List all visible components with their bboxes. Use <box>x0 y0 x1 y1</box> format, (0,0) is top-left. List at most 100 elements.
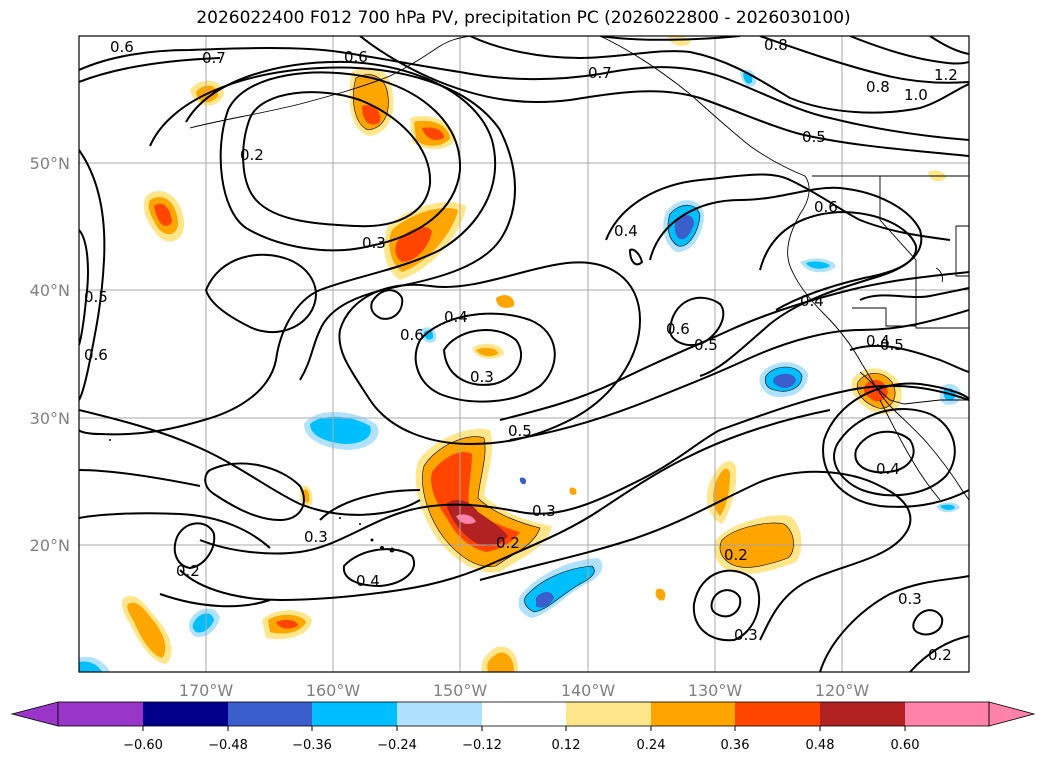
colorbar-segment <box>735 702 820 726</box>
contour-label: 0.3 <box>734 626 758 644</box>
pv-contour <box>79 60 497 436</box>
precip-blob <box>496 295 515 308</box>
contour-label: 0.3 <box>362 234 386 252</box>
colorbar-tick-label: 0.60 <box>891 738 920 753</box>
contour-label: 0.7 <box>588 64 612 82</box>
pv-contour <box>822 382 969 508</box>
pv-contour <box>443 328 522 386</box>
pv-contour <box>909 635 969 672</box>
colorbar-ticks <box>142 726 906 731</box>
outline <box>764 366 803 392</box>
pv-contour <box>219 71 462 252</box>
pv-contour <box>205 253 317 334</box>
colorbar-right-arrow <box>988 701 1036 727</box>
lat-tick-label: 20°N <box>30 536 70 555</box>
coastline <box>935 267 943 283</box>
colorbar-segment <box>143 702 228 726</box>
pv-contour <box>479 470 912 641</box>
contour-label: 0.5 <box>694 336 718 354</box>
precip-blob <box>127 602 166 658</box>
contour-label: 0.5 <box>880 336 904 354</box>
pv-contour <box>819 575 969 672</box>
pv-contour <box>414 312 556 403</box>
lon-tick-label: 120°W <box>815 681 870 700</box>
pv-contour <box>849 344 969 373</box>
shading-outlines <box>353 74 896 613</box>
pv-contour <box>605 173 951 241</box>
colorbar: −0.60 −0.48 −0.36 −0.24 −0.12 0.12 0.24 … <box>10 701 1036 753</box>
map-frame <box>78 35 970 673</box>
pv-contour <box>499 271 969 421</box>
coastlines <box>189 36 969 501</box>
pv-contour <box>79 229 89 346</box>
pv-contour <box>710 589 742 618</box>
pv-contour <box>370 289 404 320</box>
precip-blob <box>519 477 527 485</box>
pv-contour <box>759 211 918 311</box>
contour-label: 0.6 <box>814 198 838 216</box>
lat-tick-label: 30°N <box>30 409 70 428</box>
island <box>389 547 395 553</box>
islands <box>109 439 395 553</box>
colorbar-tick-label: 0.36 <box>721 738 750 753</box>
precip-blob <box>806 261 830 269</box>
pv-contour <box>849 36 969 65</box>
contour-label: 0.4 <box>356 572 380 590</box>
contour-label: 0.2 <box>724 546 748 564</box>
coastline <box>955 225 969 277</box>
colorbar-segment <box>651 702 735 726</box>
contour-label: 0.8 <box>764 36 788 54</box>
pv-contour <box>912 609 944 636</box>
contour-label: 0.2 <box>176 562 200 580</box>
map-background <box>79 36 969 672</box>
island <box>370 538 374 542</box>
lat-tick-label: 50°N <box>30 154 70 173</box>
pv-contour <box>179 409 831 601</box>
coastline <box>189 36 471 129</box>
precip-blob <box>655 588 666 601</box>
island <box>380 546 384 550</box>
pv-contour <box>669 296 725 346</box>
colorbar-tick-label: 0.12 <box>552 738 581 753</box>
island <box>359 523 361 525</box>
colorbar-tick-label: −0.60 <box>123 738 163 753</box>
pv-contour <box>159 593 271 608</box>
colorbar-tick-label: −0.12 <box>462 738 502 753</box>
contour-label: 0.3 <box>304 528 328 546</box>
contour-label: 0.3 <box>898 590 922 608</box>
contour-label: 0.3 <box>470 368 494 386</box>
contour-label: 0.4 <box>614 222 638 240</box>
colorbar-segment <box>820 702 905 726</box>
pv-contour <box>242 91 432 228</box>
coastline <box>879 399 941 501</box>
contour-label: 0.4 <box>444 308 468 326</box>
pv-contour <box>149 66 516 381</box>
outline <box>856 373 896 409</box>
contour-label: 0.4 <box>876 460 900 478</box>
contour-label: 0.6 <box>666 320 690 338</box>
precip-blob <box>154 203 172 226</box>
pv-contour <box>79 469 201 487</box>
precip-blob <box>569 487 577 495</box>
precip-blob <box>192 613 214 633</box>
pv-contour <box>79 409 421 516</box>
pv-contour <box>833 408 956 497</box>
colorbar-tick-label: −0.24 <box>377 738 417 753</box>
colorbar-segment <box>482 702 566 726</box>
pv-contour <box>173 522 216 569</box>
contour-label: 0.2 <box>496 534 520 552</box>
outline <box>524 565 595 613</box>
lon-tick-label: 170°W <box>179 681 234 700</box>
pv-contours <box>79 36 969 672</box>
colorbar-tick-label: −0.36 <box>292 738 332 753</box>
contour-label: 1.2 <box>934 66 958 84</box>
contour-label: 0.7 <box>202 49 226 67</box>
pv-contour <box>859 287 969 301</box>
outline <box>353 74 389 131</box>
contour-label: 0.6 <box>400 326 424 344</box>
island <box>109 439 111 441</box>
pv-contour <box>692 569 761 642</box>
contour-labels: 0.6 0.7 0.6 0.7 0.8 1.0 1.2 0.8 0.5 0.2 … <box>84 36 958 664</box>
precip-shading <box>79 36 962 672</box>
